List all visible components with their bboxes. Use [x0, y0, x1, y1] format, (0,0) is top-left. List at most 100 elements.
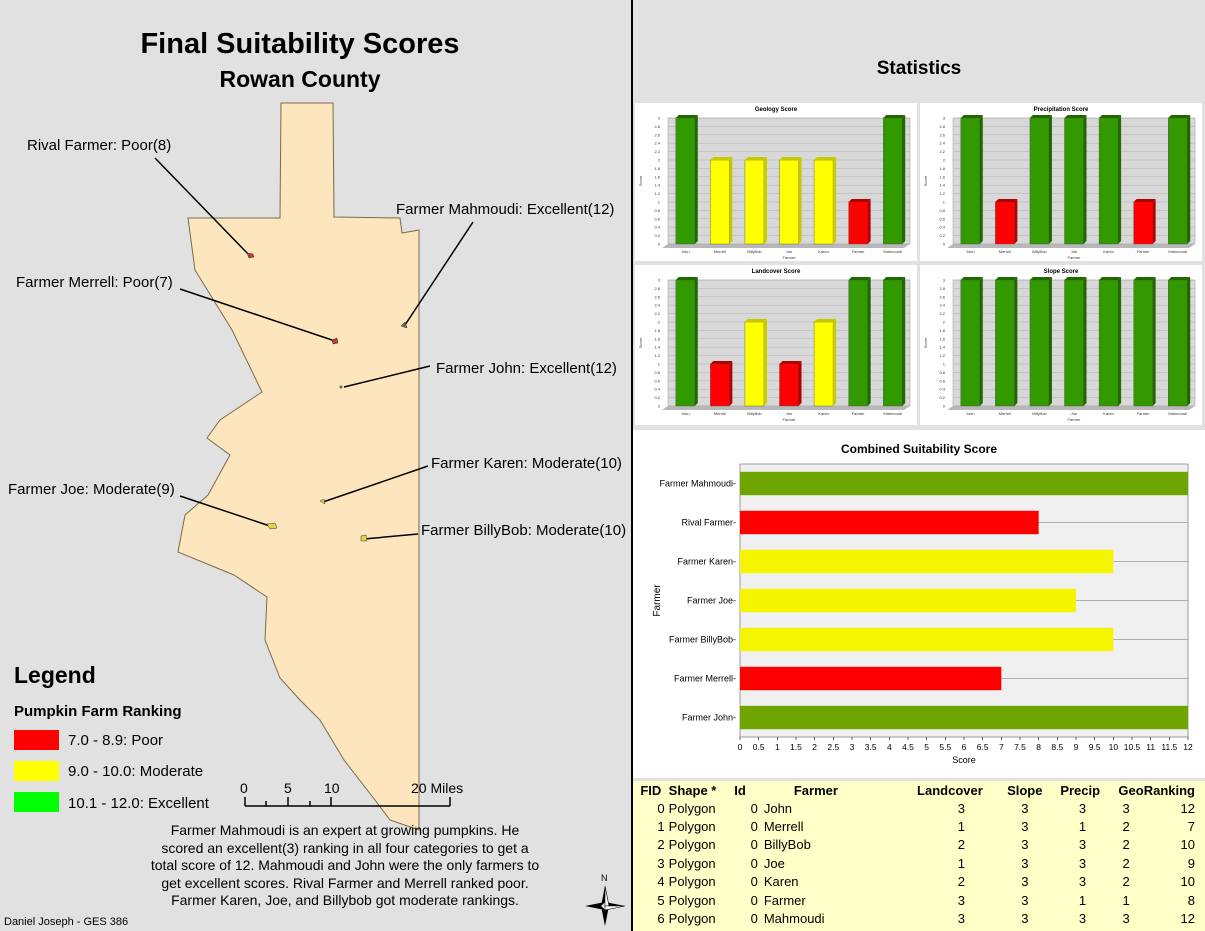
- x-tick-label: BillyBob: [1032, 411, 1047, 416]
- y-tick-label: 1.2: [939, 191, 945, 196]
- bar-top: [960, 115, 983, 118]
- x-tick-label: 4: [887, 742, 892, 752]
- x-tick-label: Mahmoudi: [1168, 411, 1187, 416]
- table-cell: 0: [750, 837, 758, 853]
- col-header-slope[interactable]: Slope: [1007, 782, 1043, 798]
- bar-john: [960, 117, 980, 245]
- y-tick-label: 1: [943, 362, 946, 367]
- table-cell: 0: [750, 892, 758, 908]
- x-tick-label: Joe: [786, 411, 793, 416]
- col-header-landcover[interactable]: Landcover: [917, 782, 983, 798]
- category-label: Farmer John-: [682, 713, 736, 723]
- category-label: Farmer Karen-: [677, 557, 736, 567]
- y-tick-label: 2.8: [654, 286, 660, 291]
- table-cell: 10: [1180, 837, 1195, 853]
- scale-tick-5: 5: [284, 780, 292, 796]
- y-tick-label: 2: [943, 320, 946, 325]
- x-tick-label: Merrell: [999, 249, 1011, 254]
- y-tick-label: 2.4: [939, 141, 945, 146]
- bar-karen: [1098, 117, 1119, 245]
- y-tick-label: 0.4: [654, 387, 660, 392]
- col-header-fid[interactable]: FID: [640, 782, 662, 798]
- table-cell: 3: [957, 892, 965, 908]
- y-tick-label: 3: [943, 278, 946, 283]
- table-cell: 2: [1122, 855, 1130, 871]
- y-tick-label: 2.4: [939, 303, 945, 308]
- y-tick-label: 1.2: [654, 353, 660, 358]
- bar-john: [960, 279, 980, 407]
- y-tick-label: 0.4: [939, 387, 945, 392]
- col-header-shape[interactable]: Shape *: [668, 782, 717, 798]
- combined-bar-farmer-billybob: [740, 627, 1114, 652]
- bar-side: [1152, 277, 1156, 406]
- landcover-chart-title: Landcover Score: [751, 269, 801, 275]
- y-tick-label: 1.6: [939, 174, 945, 179]
- col-header-ranking[interactable]: Ranking: [1143, 782, 1195, 798]
- bar-top: [675, 277, 698, 280]
- table-cell: Polygon: [668, 819, 716, 835]
- col-header-id[interactable]: Id: [734, 782, 746, 798]
- y-tick-label: 2.4: [654, 141, 660, 146]
- label-rival-farmer: Rival Farmer: Poor(8): [27, 137, 172, 154]
- x-tick-label: Karen: [818, 249, 829, 254]
- table-row[interactable]: 2 Polygon 0 BillyBob 2 3 3 2 10: [633, 836, 1205, 854]
- map-subtitle: Rowan County: [219, 66, 381, 92]
- y-tick-label: 3: [943, 116, 946, 121]
- table-cell: Joe: [763, 855, 785, 871]
- x-tick-label: 0.5: [753, 742, 765, 752]
- bar-top: [814, 319, 837, 322]
- x-tick-label: 10: [1109, 742, 1119, 752]
- x-tick-label: 7.5: [1014, 742, 1026, 752]
- y-tick-label: 2.2: [654, 311, 660, 316]
- y-tick-label: 2.6: [939, 132, 945, 137]
- combined-bar-farmer-merrell: [740, 666, 1002, 691]
- bar-john: [675, 117, 695, 245]
- table-cell: Polygon: [668, 837, 716, 853]
- col-header-farmer[interactable]: Farmer: [793, 782, 838, 798]
- table-row[interactable]: 6 Polygon 0 Mahmoudi 3 3 3 3 12: [633, 909, 1205, 927]
- category-label: Farmer Joe-: [687, 596, 736, 606]
- y-tick-label: 2: [658, 158, 661, 163]
- farm-merrell: [331, 337, 339, 345]
- table-row[interactable]: 5 Polygon 0 Farmer 3 3 1 1 8: [633, 891, 1205, 909]
- table-cell: 0: [657, 800, 665, 816]
- table-cell: 2: [1122, 837, 1130, 853]
- x-tick-label: 3.5: [865, 742, 877, 752]
- bar-side: [729, 361, 733, 406]
- bar-billybob: [744, 159, 765, 245]
- col-header-precip[interactable]: Precip: [1060, 782, 1101, 798]
- y-tick-label: 1.2: [654, 191, 660, 196]
- label-farmer-mahmoudi: Farmer Mahmoudi: Excellent(12): [396, 201, 615, 218]
- bar-side: [1187, 277, 1191, 406]
- slope-chart-panel: Slope Score 0 0.2 0.4 0.6 0.8 1 1.2 1.4 1.6 1.8 2 2…: [920, 265, 1202, 425]
- x-tick-label: Farmer: [1137, 249, 1151, 254]
- x-axis-title: Farmer: [783, 417, 797, 422]
- y-tick-label: 0: [658, 404, 661, 409]
- col-header-geo[interactable]: Geo: [1118, 782, 1144, 798]
- table-cell: 1: [957, 819, 965, 835]
- table-row[interactable]: 1 Polygon 0 Merrell 1 3 1 2 7: [633, 817, 1205, 835]
- table-cell: 1: [1078, 892, 1087, 908]
- y-tick-label: 1.8: [939, 166, 945, 171]
- x-axis-title: Farmer: [1068, 255, 1082, 260]
- table-cell: 3: [1021, 911, 1029, 927]
- table-cell: 2: [957, 874, 965, 890]
- category-label: Rival Farmer-: [681, 518, 736, 528]
- y-tick-label: 1.4: [939, 183, 945, 188]
- x-tick-label: BillyBob: [747, 249, 762, 254]
- table-row[interactable]: 0 Polygon 0 John 3 3 3 3 12: [633, 799, 1205, 817]
- statistics-title: Statistics: [876, 58, 962, 79]
- x-tick-label: 5: [924, 742, 929, 752]
- table-cell: 7: [1187, 819, 1195, 835]
- table-row[interactable]: 3 Polygon 0 Joe 1 3 3 2 9: [633, 854, 1205, 872]
- y-tick-label: 1.6: [654, 336, 660, 341]
- farm-rival: [246, 252, 255, 259]
- table-row[interactable]: 4 Polygon 0 Karen 2 3 3 2 10: [633, 873, 1205, 891]
- table-cell: 9: [1187, 855, 1195, 871]
- table-cell: 2: [957, 837, 965, 853]
- y-axis-title: Score: [923, 175, 928, 186]
- bar-joe: [1064, 279, 1084, 407]
- y-tick-label: 0.4: [654, 225, 660, 230]
- table-cell: 0: [750, 800, 758, 816]
- bar-top: [744, 319, 767, 322]
